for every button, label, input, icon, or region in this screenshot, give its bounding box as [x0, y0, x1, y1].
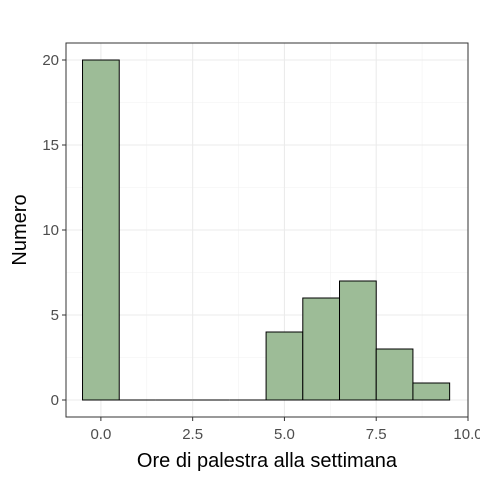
x-tick-label: 0.0: [90, 426, 111, 443]
x-axis-title: Ore di palestra alla settimana: [137, 450, 398, 472]
y-axis-title: Numero: [9, 194, 31, 265]
y-tick-label: 10: [42, 222, 59, 239]
x-tick-label: 7.5: [366, 426, 387, 443]
histogram-bar: [82, 59, 120, 401]
y-tick-label: 15: [42, 137, 59, 154]
y-tick-label: 5: [51, 307, 59, 324]
y-tick-label: 20: [42, 52, 59, 69]
histogram-bar: [375, 348, 414, 401]
histogram-bar: [302, 297, 341, 401]
x-tick-label: 2.5: [182, 426, 203, 443]
histogram-bar: [412, 382, 451, 401]
histogram-bar: [265, 331, 304, 401]
histogram-bar: [339, 280, 377, 401]
y-tick-label: 0: [51, 392, 59, 409]
x-tick-label: 5.0: [274, 426, 295, 443]
histogram-bars: [82, 59, 451, 401]
x-tick-label: 10.0: [453, 426, 480, 443]
y-axis-tick-labels: 0 5 10 15 20: [42, 52, 59, 409]
axis-ticks: [62, 59, 469, 421]
x-axis-tick-labels: 0.0 2.5 5.0 7.5 10.0: [90, 426, 480, 443]
